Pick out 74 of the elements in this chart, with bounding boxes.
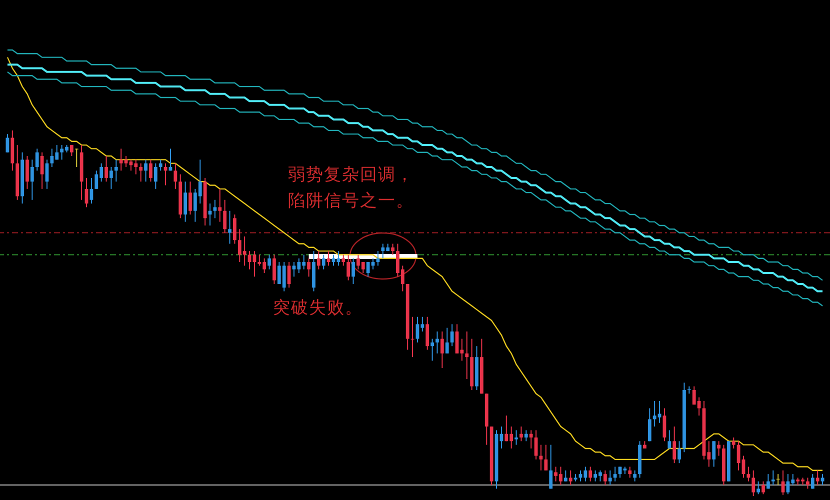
candlestick [158, 159, 162, 172]
candlestick [732, 437, 736, 449]
candlestick [426, 316, 430, 350]
candlestick [272, 254, 276, 284]
candlestick [90, 177, 94, 204]
candlestick [549, 444, 553, 490]
candlestick [445, 327, 449, 354]
candlestick [268, 254, 271, 270]
candlestick [174, 162, 178, 190]
candlestick [154, 162, 158, 190]
candlestick [564, 470, 568, 482]
candlestick [391, 243, 394, 256]
candlestick [672, 426, 676, 464]
candlestick [806, 477, 810, 490]
candlestick [342, 254, 346, 266]
candlestick [633, 470, 637, 482]
candlestick [352, 258, 355, 284]
candlestick [228, 210, 232, 244]
candlestick [114, 159, 118, 182]
candlestick [184, 181, 187, 222]
candlestick [70, 144, 74, 157]
candlestick [678, 440, 681, 464]
candlestick [762, 480, 765, 495]
candlestick [608, 470, 612, 486]
candlestick [110, 166, 113, 190]
candlestick [766, 474, 770, 490]
candlestick [188, 181, 192, 216]
candlestick [520, 426, 523, 442]
candlestick [820, 474, 824, 486]
candlestick [252, 250, 256, 278]
candlestick [529, 430, 533, 449]
candlestick [514, 430, 518, 446]
candlestick [307, 258, 310, 278]
candlestick [218, 188, 222, 222]
candlestick [35, 148, 39, 172]
candlestick [771, 470, 775, 486]
candlestick [603, 470, 607, 486]
candlestick [613, 466, 617, 482]
candlestick [746, 466, 750, 482]
candlestick [752, 470, 756, 496]
candlestick [544, 444, 548, 471]
annotation: 突破失败。 [273, 297, 364, 319]
candlestick [322, 254, 326, 270]
annotation: 弱势复杂回调，陷阱信号之一。 [288, 164, 415, 212]
candlestick [213, 199, 217, 219]
candlestick [648, 408, 652, 442]
candlestick [717, 440, 720, 456]
candlestick [346, 254, 350, 281]
candlestick [144, 159, 148, 182]
candlestick [524, 430, 528, 442]
candlestick [465, 330, 469, 380]
candlestick [6, 134, 10, 153]
candlestick [810, 474, 814, 490]
candlestick [74, 148, 78, 168]
candlestick [26, 156, 29, 190]
candlestick [316, 250, 320, 270]
candlestick [568, 470, 572, 486]
candlestick [628, 466, 632, 478]
candlestick [756, 480, 760, 495]
candlestick [588, 466, 592, 482]
candlestick [233, 214, 236, 244]
candlestick [326, 250, 330, 266]
candlestick [668, 430, 672, 449]
candlestick [430, 338, 434, 362]
candlestick [30, 159, 34, 200]
candlestick [712, 440, 716, 468]
candlestick [104, 156, 108, 182]
candlestick [816, 470, 820, 486]
candlestick [436, 330, 439, 354]
candlestick [223, 199, 227, 234]
candlestick [248, 250, 252, 270]
candlestick [149, 159, 152, 182]
candlestick [139, 162, 143, 182]
candlestick [440, 330, 444, 369]
